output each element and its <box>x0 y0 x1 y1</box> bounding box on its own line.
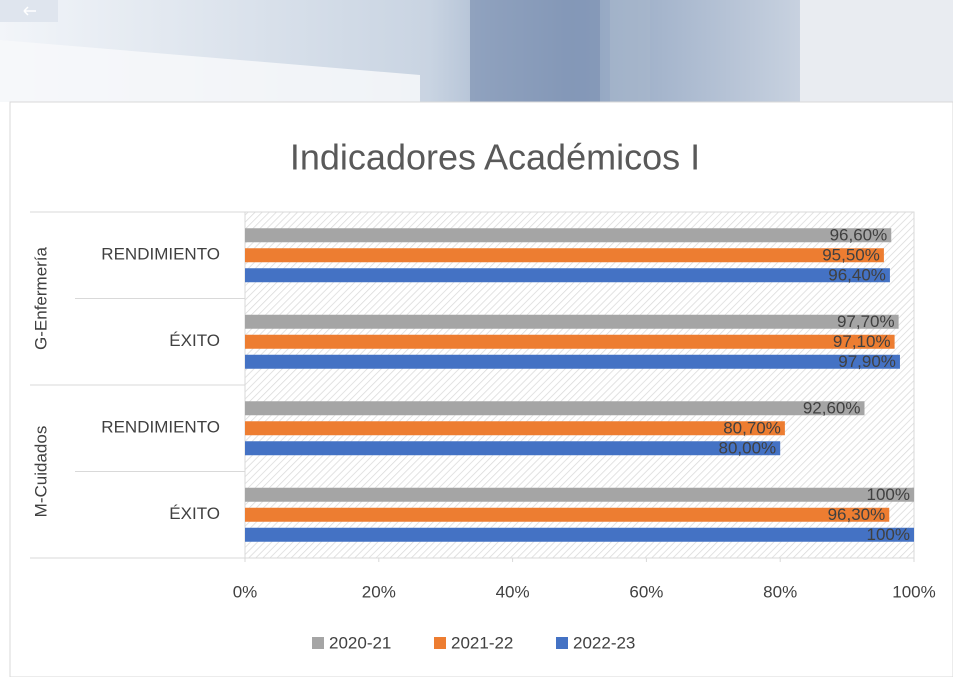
bar <box>245 335 895 349</box>
y-tick-label: ÉXITO <box>169 331 220 350</box>
bar <box>245 228 891 242</box>
y-tick-label: RENDIMIENTO <box>101 418 220 437</box>
group-label: G-Enfermería <box>31 246 50 350</box>
bar <box>245 508 889 522</box>
value-label: 96,60% <box>830 226 888 245</box>
chart-title: Indicadores Académicos I <box>290 137 700 178</box>
header-photo <box>0 0 953 102</box>
bar <box>245 315 899 329</box>
bar <box>245 355 900 369</box>
legend-label: 2020-21 <box>329 633 391 652</box>
x-tick-label: 20% <box>362 582 396 601</box>
value-label: 96,40% <box>828 266 886 285</box>
value-label: 92,60% <box>803 399 861 418</box>
legend-swatch <box>312 637 324 649</box>
x-tick-label: 0% <box>233 582 258 601</box>
bar <box>245 488 914 502</box>
value-label: 80,70% <box>723 419 781 438</box>
y-tick-label: RENDIMIENTO <box>101 245 220 264</box>
y-tick-label: ÉXITO <box>169 504 220 523</box>
value-label: 96,30% <box>828 505 886 524</box>
legend-label: 2022-23 <box>573 633 635 652</box>
value-label: 95,50% <box>822 246 880 265</box>
bar <box>245 268 890 282</box>
group-label: M-Cuidados <box>31 426 50 518</box>
value-label: 97,70% <box>837 312 895 331</box>
value-label: 80,00% <box>719 439 777 458</box>
page: Indicadores Académicos I 0% 20% 40% 60% 80% 1… <box>0 0 953 677</box>
value-label: 97,10% <box>833 332 891 351</box>
x-tick-label: 100% <box>892 582 935 601</box>
value-label: 97,90% <box>838 352 896 371</box>
x-tick-label: 60% <box>629 582 663 601</box>
value-label: 100% <box>867 525 910 544</box>
bar <box>245 441 780 455</box>
legend-swatch <box>556 637 568 649</box>
bar <box>245 248 884 262</box>
bar <box>245 421 785 435</box>
bar <box>245 401 864 415</box>
bar <box>245 528 914 542</box>
plot-area <box>245 212 914 558</box>
legend-label: 2021-22 <box>451 633 513 652</box>
legend-swatch <box>434 637 446 649</box>
value-label: 100% <box>867 485 910 504</box>
x-tick-label: 80% <box>763 582 797 601</box>
x-tick-label: 40% <box>496 582 530 601</box>
